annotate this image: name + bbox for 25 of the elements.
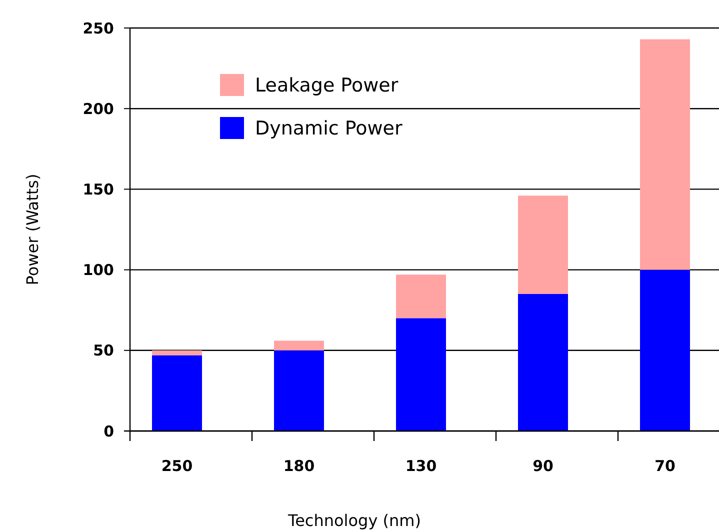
bar <box>274 350 324 431</box>
legend-label: Leakage Power <box>255 74 398 97</box>
x-tick-label: 250 <box>161 457 193 475</box>
bar <box>396 274 446 318</box>
y-axis-title: Power (Watts) <box>23 174 42 286</box>
y-tick-label: 0 <box>104 422 114 440</box>
bar <box>640 270 690 431</box>
x-tick-label: 130 <box>405 457 437 475</box>
x-tick-label: 90 <box>532 457 554 475</box>
y-tick-label: 50 <box>93 342 114 360</box>
bar <box>640 39 690 270</box>
bar <box>396 318 446 431</box>
x-tick-label: 70 <box>654 457 676 475</box>
bar <box>518 294 568 431</box>
y-tick-label: 100 <box>82 261 114 280</box>
y-tick-label: 200 <box>82 100 114 118</box>
x-axis-title: Technology (nm) <box>287 511 421 530</box>
bar <box>152 350 202 356</box>
legend-label: Dynamic Power <box>255 118 402 140</box>
bar <box>274 340 324 350</box>
bar <box>518 196 568 294</box>
bar <box>152 355 202 431</box>
y-tick-label: 150 <box>82 180 114 198</box>
y-tick-label: 250 <box>82 19 114 38</box>
x-tick-label: 180 <box>283 457 315 475</box>
